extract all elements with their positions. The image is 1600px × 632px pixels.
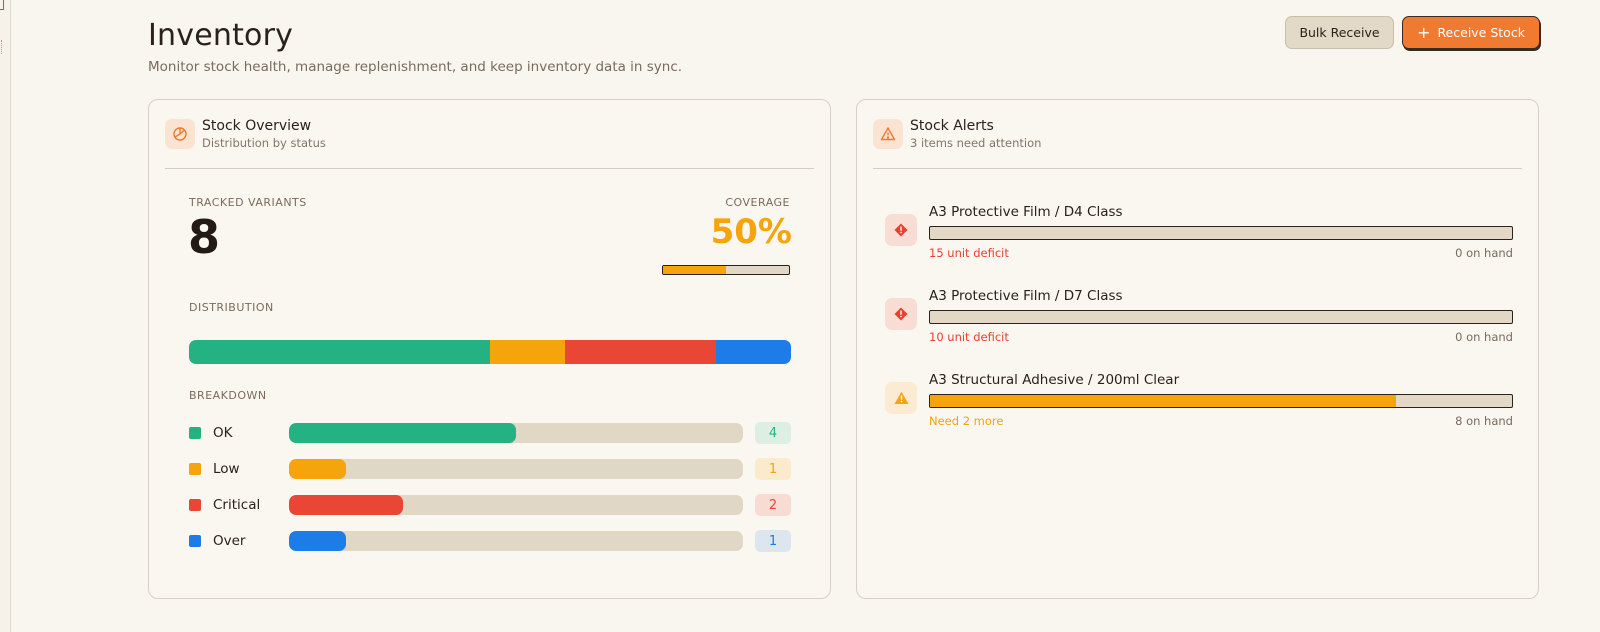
status-count-badge: 2 bbox=[755, 494, 791, 516]
alert-stock-level-bar bbox=[929, 226, 1513, 240]
status-dot bbox=[189, 427, 201, 439]
stock-alerts-header: Stock Alerts 3 items need attention bbox=[873, 118, 1041, 150]
stock-alert-item[interactable]: A3 Protective Film / D4 Class 15 unit def… bbox=[885, 204, 1513, 264]
coverage-progress-fill bbox=[663, 266, 726, 274]
alert-stock-level-bar bbox=[929, 310, 1513, 324]
breakdown-row-over: Over 1 bbox=[189, 530, 791, 552]
coverage-label: COVERAGE bbox=[725, 196, 790, 209]
bulk-receive-label: Bulk Receive bbox=[1299, 25, 1380, 40]
stock-overview-header: Stock Overview Distribution by status bbox=[165, 118, 326, 150]
warning-triangle-icon bbox=[885, 382, 917, 414]
bulk-receive-button[interactable]: Bulk Receive bbox=[1285, 16, 1394, 49]
pie-chart-icon bbox=[165, 119, 195, 149]
left-rail bbox=[0, 0, 11, 632]
critical-diamond-icon bbox=[885, 298, 917, 330]
status-bar-track bbox=[289, 495, 743, 515]
status-dot bbox=[189, 499, 201, 511]
distribution-segment-critical bbox=[565, 340, 716, 364]
status-name: Critical bbox=[213, 497, 261, 513]
status-name: Over bbox=[213, 533, 246, 549]
status-bar-fill bbox=[289, 459, 346, 479]
status-bar-fill bbox=[289, 531, 346, 551]
distribution-segment-ok bbox=[189, 340, 490, 364]
status-bar-track bbox=[289, 423, 743, 443]
status-bar-track bbox=[289, 531, 743, 551]
plus-icon: + bbox=[1417, 22, 1431, 42]
alert-on-hand-text: 8 on hand bbox=[1455, 414, 1513, 428]
status-name: Low bbox=[213, 461, 240, 477]
alert-item-title: A3 Protective Film / D4 Class bbox=[929, 204, 1123, 220]
divider bbox=[873, 168, 1522, 169]
stock-overview-card: Stock Overview Distribution by status TR… bbox=[148, 99, 831, 599]
status-count-badge: 4 bbox=[755, 422, 791, 444]
stock-alert-item[interactable]: A3 Structural Adhesive / 200ml Clear Need… bbox=[885, 372, 1513, 432]
coverage-progress-bar bbox=[662, 265, 790, 275]
status-bar-fill bbox=[289, 495, 403, 515]
status-dot bbox=[189, 463, 201, 475]
breakdown-label: BREAKDOWN bbox=[189, 389, 267, 402]
tracked-variants-label: TRACKED VARIANTS bbox=[189, 196, 307, 209]
status-count-badge: 1 bbox=[755, 530, 791, 552]
alert-item-title: A3 Structural Adhesive / 200ml Clear bbox=[929, 372, 1180, 388]
divider bbox=[165, 168, 814, 169]
alert-stock-level-bar bbox=[929, 394, 1513, 408]
stock-alert-item[interactable]: A3 Protective Film / D7 Class 10 unit def… bbox=[885, 288, 1513, 348]
breakdown-row-critical: Critical 2 bbox=[189, 494, 791, 516]
status-name: OK bbox=[213, 425, 233, 441]
resize-grip-icon[interactable] bbox=[1, 40, 4, 54]
alert-on-hand-text: 0 on hand bbox=[1455, 330, 1513, 344]
rail-corner bbox=[0, 0, 4, 10]
alert-on-hand-text: 0 on hand bbox=[1455, 246, 1513, 260]
distribution-segment-over bbox=[715, 340, 791, 364]
breakdown-row-ok: OK 4 bbox=[189, 422, 791, 444]
warning-triangle-icon bbox=[873, 119, 903, 149]
stock-alerts-card: Stock Alerts 3 items need attention A3 P… bbox=[856, 99, 1539, 599]
receive-stock-button[interactable]: + Receive Stock bbox=[1402, 16, 1540, 49]
status-dot bbox=[189, 535, 201, 547]
status-bar-fill bbox=[289, 423, 516, 443]
stock-alerts-title: Stock Alerts bbox=[910, 118, 994, 134]
distribution-bar bbox=[189, 340, 791, 364]
distribution-segment-low bbox=[490, 340, 566, 364]
alert-item-title: A3 Protective Film / D7 Class bbox=[929, 288, 1123, 304]
alert-status-text: 15 unit deficit bbox=[929, 246, 1009, 260]
distribution-label: DISTRIBUTION bbox=[189, 301, 274, 314]
coverage-value: 50% bbox=[710, 212, 792, 252]
stock-overview-subtitle: Distribution by status bbox=[202, 136, 326, 150]
tracked-variants-value: 8 bbox=[188, 210, 221, 264]
page-title: Inventory bbox=[148, 18, 294, 53]
alert-status-text: 10 unit deficit bbox=[929, 330, 1009, 344]
receive-stock-label: Receive Stock bbox=[1437, 25, 1525, 40]
breakdown-row-low: Low 1 bbox=[189, 458, 791, 480]
status-count-badge: 1 bbox=[755, 458, 791, 480]
status-bar-track bbox=[289, 459, 743, 479]
page-subtitle: Monitor stock health, manage replenishme… bbox=[148, 59, 683, 75]
stock-alerts-subtitle: 3 items need attention bbox=[910, 136, 1042, 150]
alert-status-text: Need 2 more bbox=[929, 414, 1004, 428]
page-header: Inventory Monitor stock health, manage r… bbox=[148, 18, 682, 75]
stock-overview-title: Stock Overview bbox=[202, 118, 312, 134]
alert-stock-level-fill bbox=[930, 395, 1396, 407]
critical-diamond-icon bbox=[885, 214, 917, 246]
